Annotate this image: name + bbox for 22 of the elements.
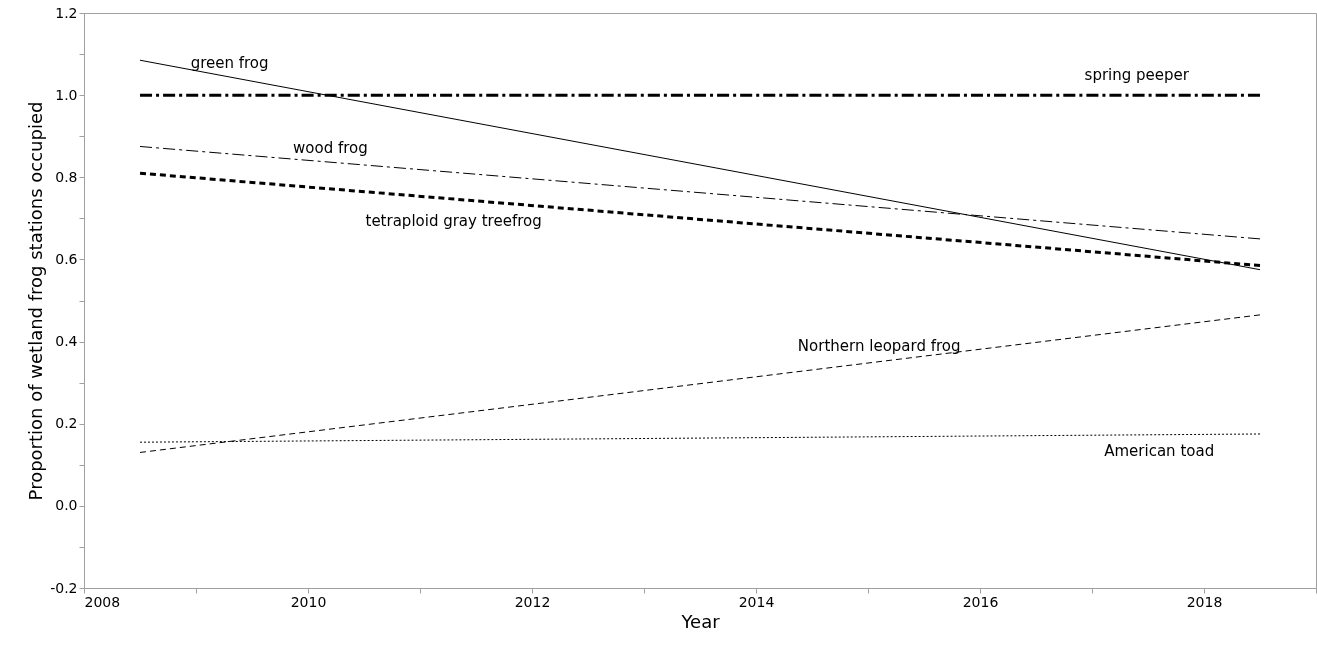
y-tick-label: -0.2 [50,579,78,596]
series-label: Northern leopard frog [797,336,961,355]
x-axis-title: Year [680,610,721,632]
y-tick-label: 0.2 [55,415,78,432]
x-tick-label: 2010 [290,593,327,610]
series-label: wood frog [293,139,368,158]
series-label: tetraploid gray treefrog [365,212,542,231]
y-tick-label: 0.6 [55,250,78,267]
series-label: American toad [1104,441,1215,460]
x-tick-label: 2012 [514,593,551,610]
series-label: spring peeper [1084,66,1190,85]
y-tick-label: 0.4 [55,333,78,350]
x-tick-label: 2014 [738,593,775,610]
x-tick-label: 2018 [1186,593,1223,610]
series-label: green frog [190,53,269,72]
y-tick-label: 0.0 [55,497,78,514]
x-tick-label: 2008 [84,593,121,610]
y-tick-label: 1.2 [55,4,78,21]
y-tick-label: 0.8 [55,168,78,185]
y-tick-label: 1.0 [55,86,78,103]
x-tick-label: 2016 [962,593,999,610]
y-axis-title: Proportion of wetland frog stations occupied [25,101,47,501]
